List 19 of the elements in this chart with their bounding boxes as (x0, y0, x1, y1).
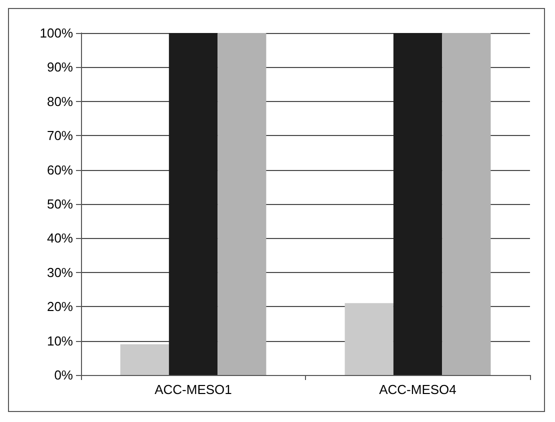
y-tick-label: 100% (40, 26, 74, 40)
y-tick-label: 30% (46, 264, 74, 280)
bar (393, 33, 442, 375)
x-tick-label: ACC-MESO1 (154, 382, 232, 397)
bar (344, 303, 394, 375)
y-tick-label: 80% (46, 94, 74, 109)
y-tick-label: 50% (46, 196, 74, 212)
y-tick-label: 70% (46, 128, 74, 144)
y-tick-label: 0% (54, 368, 74, 382)
bar (218, 33, 266, 375)
bar (120, 344, 169, 375)
x-tick-label: ACC-MESO4 (379, 382, 456, 397)
y-tick-label: 10% (46, 333, 74, 348)
bar (168, 33, 218, 375)
y-tick-label: 40% (46, 230, 74, 246)
y-tick-label: 60% (46, 162, 74, 178)
bar (442, 33, 491, 375)
y-tick-label: 90% (46, 60, 74, 75)
y-tick-label: 20% (46, 299, 74, 314)
